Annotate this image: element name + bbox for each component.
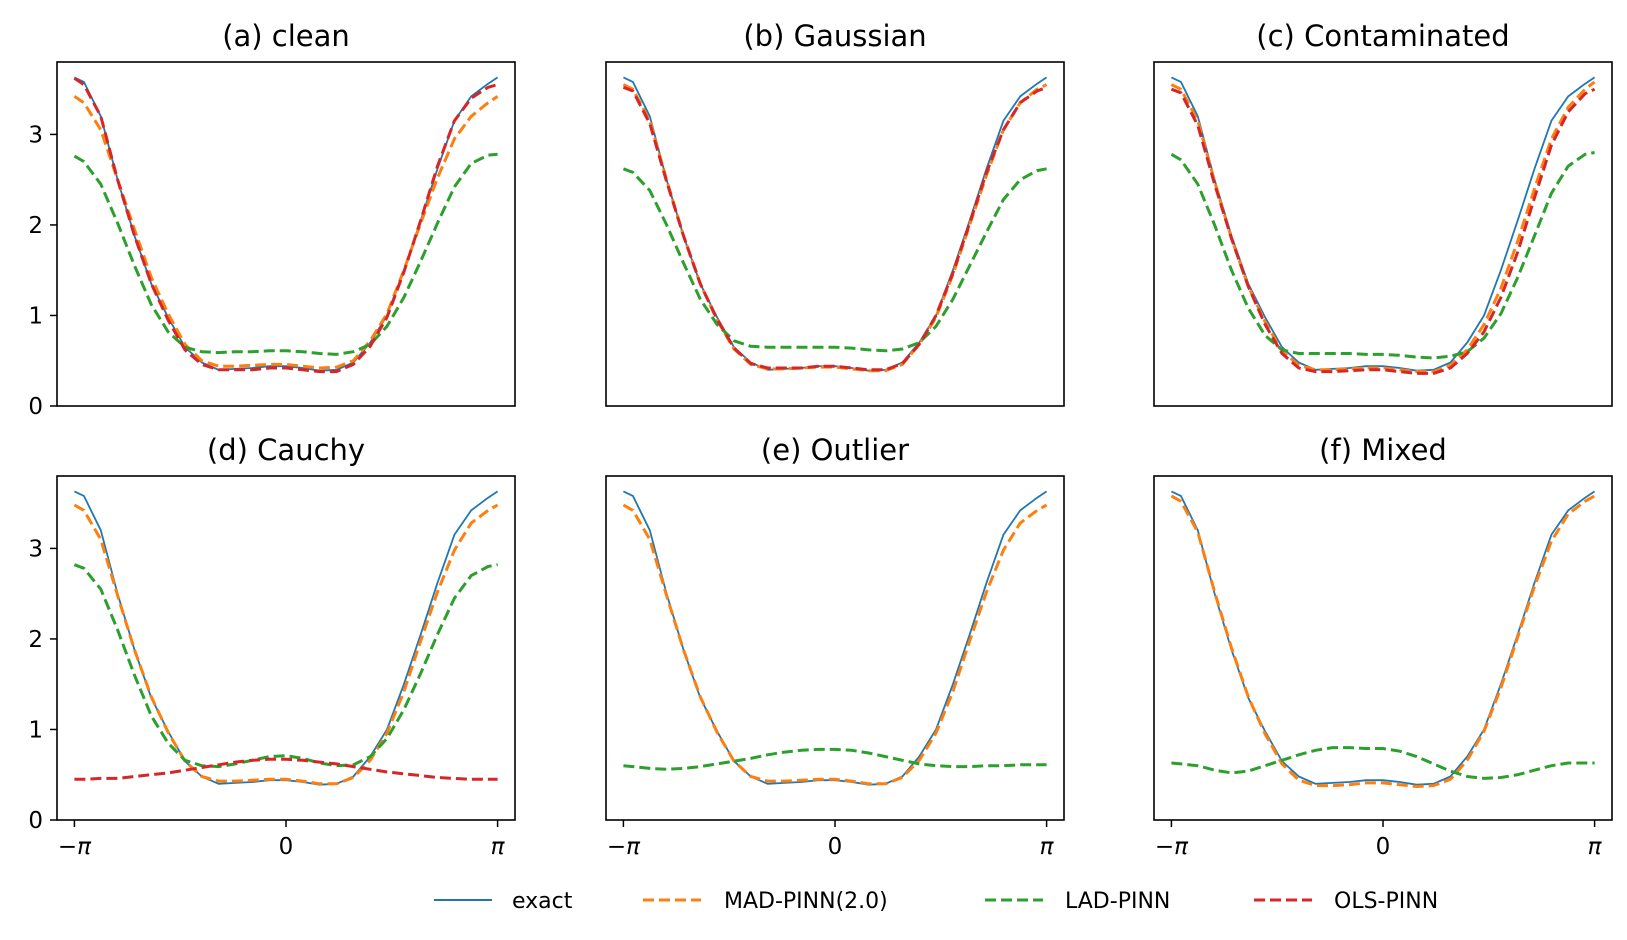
y-tick-label: 1 xyxy=(28,303,43,329)
series-line-exact xyxy=(74,490,499,786)
series-line-exact xyxy=(1171,490,1596,786)
y-tick-label: 3 xyxy=(28,122,43,148)
panel-title: (e) Outlier xyxy=(761,433,909,467)
series-line-lad xyxy=(623,747,1047,771)
series-line-mad xyxy=(622,503,1048,786)
legend: exact MAD-PINN(2.0) LAD-PINN OLS-PINN xyxy=(434,889,1438,914)
legend-label-lad: LAD-PINN xyxy=(1065,889,1170,914)
panel: (a) clean 0 1 2 3 xyxy=(28,19,516,420)
x-tick-label: 0 xyxy=(279,834,294,860)
panel: (b) Gaussian xyxy=(605,19,1065,407)
y-tick-label: 0 xyxy=(28,394,43,420)
series-line-ols xyxy=(74,757,498,781)
series-line-lad xyxy=(1170,151,1595,360)
legend-entry-lad: LAD-PINN xyxy=(985,889,1170,914)
panel-title: (a) clean xyxy=(222,19,350,53)
axes-frame xyxy=(56,61,516,407)
panel: (f) Mixed −π 0 π xyxy=(1153,433,1613,860)
legend-label-ols: OLS-PINN xyxy=(1334,889,1438,914)
x-tick-label: −π xyxy=(607,834,641,860)
series-line-mad xyxy=(73,503,499,786)
y-tick-label: 1 xyxy=(28,717,43,743)
panels: (a) clean 0 1 2 3 (b) Gaussian (c) Contaminate… xyxy=(28,19,1613,860)
series-line-mad xyxy=(73,95,499,370)
series-line-exact xyxy=(1171,76,1596,372)
panel: (d) Cauchy 0 1 2 3 −π 0 π xyxy=(28,433,516,860)
series-line-ols xyxy=(1170,87,1596,375)
x-tick-label: 0 xyxy=(828,834,843,860)
x-tick-label: −π xyxy=(1155,834,1189,860)
y-tick-label: 0 xyxy=(28,808,43,834)
y-tick-label: 2 xyxy=(28,213,43,239)
x-tick-label: −π xyxy=(58,834,92,860)
x-tick-label: π xyxy=(491,834,506,860)
legend-label-mad: MAD-PINN(2.0) xyxy=(724,889,888,914)
series-line-exact xyxy=(74,76,499,372)
legend-entry-ols: OLS-PINN xyxy=(1254,889,1438,914)
series-line-ols xyxy=(73,77,499,374)
panel-title: (f) Mixed xyxy=(1319,433,1447,467)
x-tick-label: π xyxy=(1040,834,1055,860)
panel-title: (c) Contaminated xyxy=(1256,19,1509,53)
panel: (c) Contaminated xyxy=(1153,19,1613,407)
series-line-lad xyxy=(73,563,498,769)
series-line-ols xyxy=(622,85,1048,372)
axes-frame xyxy=(605,61,1065,407)
panel-title: (d) Cauchy xyxy=(207,433,365,467)
series-line-mad xyxy=(1170,494,1596,788)
panel-title: (b) Gaussian xyxy=(743,19,926,53)
series-line-lad xyxy=(73,152,498,356)
legend-entry-exact: exact xyxy=(434,889,573,914)
series-line-mad xyxy=(1170,80,1596,374)
axes-frame xyxy=(1153,61,1613,407)
y-tick-label: 2 xyxy=(28,627,43,653)
series-line-lad xyxy=(622,167,1047,353)
series-line-mad xyxy=(622,83,1048,373)
x-tick-label: π xyxy=(1588,834,1603,860)
x-tick-label: 0 xyxy=(1376,834,1391,860)
legend-label-exact: exact xyxy=(512,889,573,914)
panel: (e) Outlier −π 0 π xyxy=(605,433,1065,860)
series-line-exact xyxy=(623,490,1048,786)
axes-frame xyxy=(1153,475,1613,821)
series-line-lad xyxy=(1171,746,1595,780)
y-tick-label: 3 xyxy=(28,536,43,562)
series-line-exact xyxy=(623,76,1048,372)
legend-entry-mad: MAD-PINN(2.0) xyxy=(643,889,888,914)
